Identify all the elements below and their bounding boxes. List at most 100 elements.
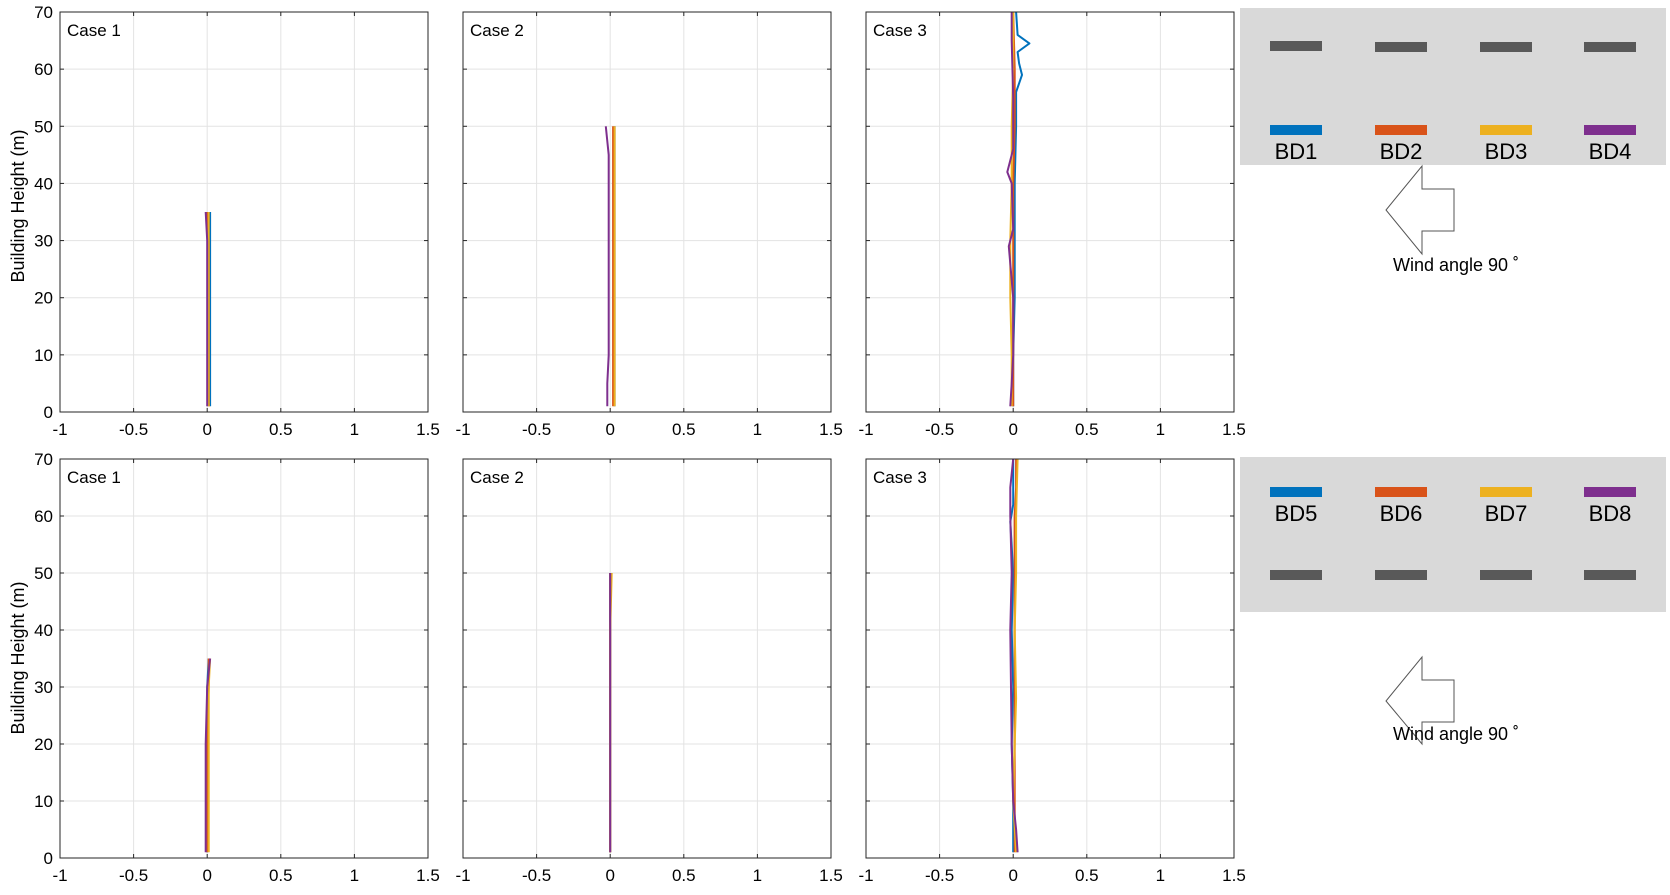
- downstream-building: [1375, 570, 1427, 580]
- x-tick-label: -1: [455, 420, 470, 439]
- y-tick-label: 60: [34, 507, 53, 526]
- x-tick-label: -1: [858, 420, 873, 439]
- x-tick-label: 1.5: [1222, 866, 1246, 885]
- case-label: Case 3: [873, 21, 927, 40]
- chart-panel-2: -1 -0.5 0 0.5 1 1.5 Case 2: [455, 11, 843, 439]
- plot-frame: [462, 458, 832, 859]
- x-tick-label: -0.5: [119, 866, 148, 885]
- x-tick-label: 1: [350, 420, 359, 439]
- building-bd1: [1270, 125, 1322, 135]
- building-bd3: [1480, 125, 1532, 135]
- x-tick-label: -1: [52, 866, 67, 885]
- x-tick-label: 0.5: [1075, 866, 1099, 885]
- upstream-building: [1270, 41, 1322, 51]
- y-tick-label: 10: [34, 792, 53, 811]
- label-bd4: BD4: [1589, 139, 1632, 164]
- layout-diagram-bottom: BD5 BD6 BD7 BD8 Wind angle 90 ˚: [1240, 457, 1666, 746]
- label-bd5: BD5: [1275, 501, 1318, 526]
- y-tick-label: 70: [34, 3, 53, 22]
- x-tick-label: 0: [1008, 420, 1017, 439]
- case-label: Case 1: [67, 21, 121, 40]
- series-line-bd4: [1006, 12, 1015, 407]
- x-tick-label: 1.5: [1222, 420, 1246, 439]
- building-bd5: [1270, 487, 1322, 497]
- x-tick-label: -1: [858, 866, 873, 885]
- plot-frame: [865, 11, 1235, 413]
- y-tick-label: 50: [34, 117, 53, 136]
- y-tick-label: 0: [44, 403, 53, 422]
- y-tick-label: 0: [44, 849, 53, 868]
- label-bd8: BD8: [1589, 501, 1632, 526]
- x-tick-label: 0: [202, 420, 211, 439]
- series-line-bd1: [1012, 11, 1031, 407]
- upstream-building: [1375, 42, 1427, 52]
- x-tick-label: 1: [350, 866, 359, 885]
- y-axis-label-bottom: Building Height (m): [8, 581, 28, 734]
- downstream-building: [1270, 570, 1322, 580]
- x-tick-label: 1: [753, 866, 762, 885]
- y-tick-label: 10: [34, 346, 53, 365]
- x-tick-label: -0.5: [925, 866, 954, 885]
- plot-frame: [59, 458, 429, 859]
- x-tick-label: -1: [455, 866, 470, 885]
- building-bd4: [1584, 125, 1636, 135]
- layout-diagram-top: BD1 BD2 BD3 BD4 Wind angle 90 ˚: [1240, 8, 1666, 275]
- x-tick-label: 0.5: [1075, 420, 1099, 439]
- upstream-building: [1480, 42, 1532, 52]
- downstream-building: [1584, 570, 1636, 580]
- upstream-building: [1584, 42, 1636, 52]
- x-tick-label: 0.5: [269, 866, 293, 885]
- plot-frame: [865, 458, 1235, 859]
- downstream-building: [1480, 570, 1532, 580]
- x-tick-label: 1: [753, 420, 762, 439]
- y-tick-label: 40: [34, 621, 53, 640]
- series-line-bd8: [1009, 458, 1019, 853]
- x-tick-label: 1: [1156, 866, 1165, 885]
- x-tick-label: 0: [1008, 866, 1017, 885]
- x-tick-label: 1: [1156, 420, 1165, 439]
- x-tick-label: 0: [605, 866, 614, 885]
- diagram-background: [1240, 457, 1666, 612]
- label-bd2: BD2: [1380, 139, 1423, 164]
- series-line-bd4: [604, 126, 610, 407]
- x-tick-label: 0: [202, 866, 211, 885]
- y-tick-label: 30: [34, 232, 53, 251]
- x-tick-label: -0.5: [119, 420, 148, 439]
- chart-panel-3: -1 -0.5 0 0.5 1 1.5 Case 3: [858, 11, 1246, 439]
- wind-arrow-icon: [1385, 655, 1455, 746]
- x-tick-label: 0: [605, 420, 614, 439]
- wind-arrow-icon: [1385, 164, 1455, 256]
- case-label: Case 2: [470, 21, 524, 40]
- y-tick-label: 50: [34, 564, 53, 583]
- building-bd8: [1584, 487, 1636, 497]
- y-tick-label: 20: [34, 735, 53, 754]
- x-tick-label: 0.5: [672, 866, 696, 885]
- building-bd2: [1375, 125, 1427, 135]
- label-bd3: BD3: [1485, 139, 1528, 164]
- x-tick-label: 1.5: [416, 866, 440, 885]
- x-tick-label: 1.5: [819, 866, 843, 885]
- chart-panel-1: -1 -0.5 0 0.5 1 1.5 0 10 20 30 40 50 60 70 Case 1: [34, 3, 440, 439]
- chart-panel-5: -1 -0.5 0 0.5 1 1.5 Case 2: [455, 458, 843, 885]
- case-label: Case 1: [67, 468, 121, 487]
- label-bd6: BD6: [1380, 501, 1423, 526]
- x-tick-label: 1.5: [416, 420, 440, 439]
- wind-angle-label: Wind angle 90 ˚: [1393, 724, 1519, 744]
- case-label: Case 2: [470, 468, 524, 487]
- label-bd7: BD7: [1485, 501, 1528, 526]
- x-tick-label: 0.5: [269, 420, 293, 439]
- x-tick-label: -1: [52, 420, 67, 439]
- y-tick-label: 20: [34, 289, 53, 308]
- series-line-bd7: [207, 658, 212, 853]
- series-line-bd8: [204, 658, 212, 853]
- series-line-bd4: [204, 211, 209, 407]
- plot-frame: [59, 11, 429, 413]
- y-tick-label: 60: [34, 60, 53, 79]
- x-tick-label: 1.5: [819, 420, 843, 439]
- chart-panel-6: -1 -0.5 0 0.5 1 1.5 Case 3: [858, 458, 1246, 885]
- x-tick-label: -0.5: [522, 866, 551, 885]
- building-bd7: [1480, 487, 1532, 497]
- wind-angle-label: Wind angle 90 ˚: [1393, 255, 1519, 275]
